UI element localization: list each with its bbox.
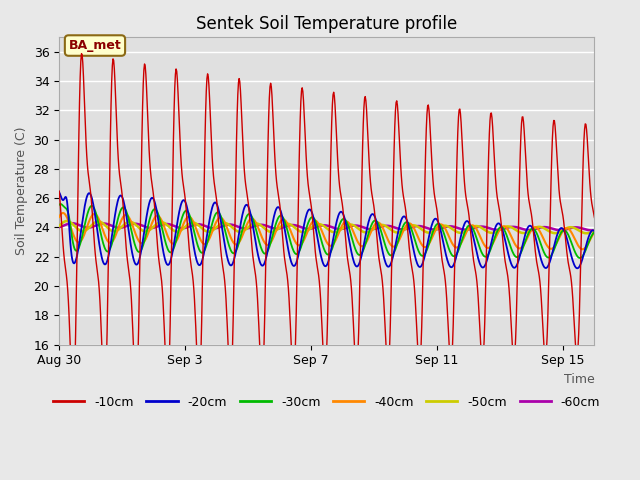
Text: BA_met: BA_met — [68, 39, 122, 52]
Legend: -10cm, -20cm, -30cm, -40cm, -50cm, -60cm: -10cm, -20cm, -30cm, -40cm, -50cm, -60cm — [48, 391, 605, 414]
Y-axis label: Soil Temperature (C): Soil Temperature (C) — [15, 127, 28, 255]
Title: Sentek Soil Temperature profile: Sentek Soil Temperature profile — [196, 15, 458, 33]
X-axis label: Time: Time — [564, 373, 595, 386]
